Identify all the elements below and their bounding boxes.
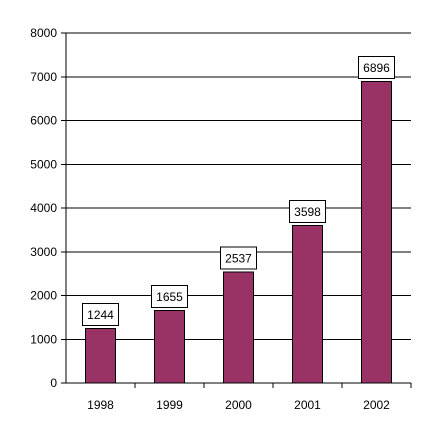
x-tick-label-2001: 2001 [294, 398, 321, 412]
bar-2000 [223, 271, 254, 384]
data-label-box-2002 [358, 55, 395, 79]
y-tick-label-8000: 8000 [30, 26, 57, 40]
data-label-2000: 2537 [225, 252, 252, 266]
y-tick-label-7000: 7000 [30, 70, 57, 84]
y-tick-label-5000: 5000 [30, 157, 57, 171]
x-tick-label-1998: 1998 [87, 398, 114, 412]
x-tick-label-2002: 2002 [363, 398, 390, 412]
data-label-box-2001 [289, 200, 326, 224]
data-label-box-2000 [220, 246, 257, 270]
y-tick-label-4000: 4000 [30, 201, 57, 215]
bar-1999 [154, 310, 185, 384]
data-label-box-1999 [151, 285, 188, 309]
x-tick-label-1999: 1999 [156, 398, 183, 412]
y-tick-label-0: 0 [50, 376, 57, 390]
data-label-box-1998 [82, 303, 119, 327]
data-label-2002: 6896 [363, 61, 390, 75]
bar-2001 [292, 225, 323, 384]
y-tick-label-1000: 1000 [30, 332, 57, 346]
x-tick-label-2000: 2000 [225, 398, 252, 412]
x-axis-ticks: 1998 1999 2000 2001 2002 [87, 383, 412, 412]
y-tick-label-2000: 2000 [30, 289, 57, 303]
bar-1998 [85, 328, 116, 384]
bar-2002 [361, 80, 392, 384]
data-labels: 1244 1655 2537 3598 6896 [82, 55, 395, 327]
y-axis-ticks: 0 1000 2000 3000 4000 5000 6000 7000 8000 [30, 26, 66, 390]
data-label-1998: 1244 [87, 308, 114, 322]
y-tick-label-3000: 3000 [30, 245, 57, 259]
data-label-2001: 3598 [294, 205, 321, 219]
data-label-1999: 1655 [156, 290, 183, 304]
bars [85, 80, 392, 384]
y-tick-label-6000: 6000 [30, 114, 57, 128]
